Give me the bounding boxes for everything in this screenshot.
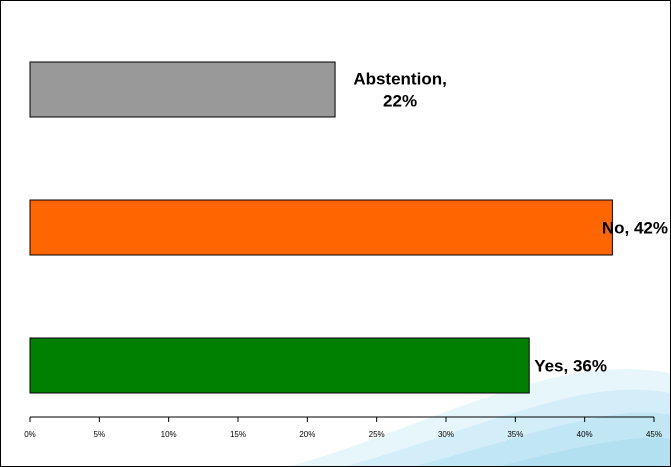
data-labels: Abstention, 22% No, 42% Yes, 36%: [353, 70, 668, 376]
bar-no: [29, 199, 613, 256]
data-label-abstention-line-2: 22%: [383, 92, 417, 111]
data-label-yes: Yes, 36%: [534, 357, 607, 376]
swoosh-shape-4: [501, 437, 670, 466]
background-swoosh: [291, 369, 670, 466]
bar-series: [29, 61, 613, 394]
x-tick-label: 15%: [230, 430, 246, 439]
x-axis: 0% 5% 10% 15% 20% 25% 30% 35% 40% 45%: [24, 416, 662, 439]
x-tick-label: 0%: [24, 430, 36, 439]
x-tick-label: 45%: [646, 430, 662, 439]
x-tick-label: 40%: [577, 430, 593, 439]
data-label-no: No, 42%: [602, 219, 668, 238]
x-tick-label: 35%: [507, 430, 523, 439]
bar-abstention: [29, 61, 336, 118]
x-tick-label: 10%: [161, 430, 177, 439]
data-label-abstention-line-1: Abstention,: [353, 70, 447, 89]
x-tick-label: 30%: [438, 430, 454, 439]
x-tick-label: 5%: [94, 430, 106, 439]
x-tick-label: 20%: [299, 430, 315, 439]
x-tick-label: 25%: [369, 430, 385, 439]
bar-yes: [29, 337, 530, 394]
